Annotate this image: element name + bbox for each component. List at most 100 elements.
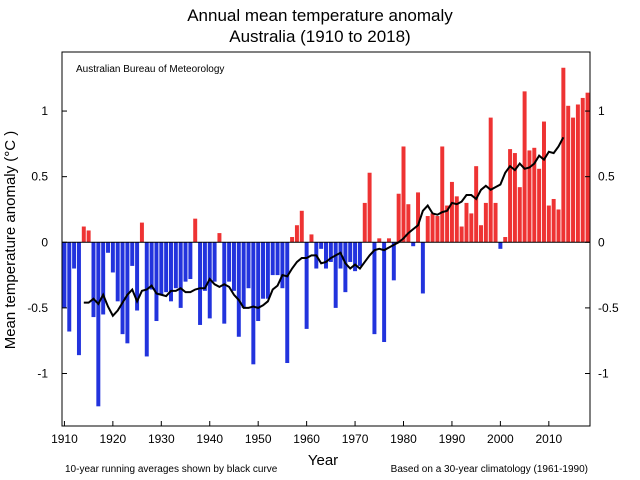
bar-1984 xyxy=(420,242,425,294)
bar-1983 xyxy=(416,192,421,243)
x-tick-label-1950: 1950 xyxy=(245,432,272,446)
bar-1960 xyxy=(304,242,309,329)
bar-2017 xyxy=(580,97,585,243)
bar-1964 xyxy=(324,242,328,269)
y-tick-label-right-1: 1 xyxy=(598,104,605,118)
bar-1969 xyxy=(348,242,353,262)
bar-2000 xyxy=(498,242,503,249)
bar-1914 xyxy=(81,226,86,243)
bar-1921 xyxy=(115,242,120,302)
bar-2002 xyxy=(508,149,513,243)
bar-1926 xyxy=(139,222,144,243)
y-tick-label-left--1: -1 xyxy=(37,367,48,381)
bar-2016 xyxy=(575,104,580,243)
bar-1937 xyxy=(193,218,198,243)
bar-1997 xyxy=(483,202,488,243)
y-tick-label-left--0.5: -0.5 xyxy=(27,301,48,315)
y-tick-label-left-0: 0 xyxy=(41,235,48,249)
y-tick-label-right--0.5: -0.5 xyxy=(598,301,619,315)
bar-1970 xyxy=(353,242,358,272)
bar-1911 xyxy=(67,242,72,332)
bar-1998 xyxy=(488,117,493,243)
bar-1965 xyxy=(328,242,333,262)
bar-1994 xyxy=(469,213,474,243)
x-tick-label-1940: 1940 xyxy=(196,432,223,446)
bar-1936 xyxy=(188,242,193,280)
bar-1980 xyxy=(401,146,406,243)
x-tick-label-1930: 1930 xyxy=(148,432,175,446)
bar-1966 xyxy=(333,242,338,308)
bar-1972 xyxy=(362,202,367,243)
bar-2013 xyxy=(561,67,566,243)
bar-1944 xyxy=(227,242,232,282)
x-tick-label-1970: 1970 xyxy=(342,432,369,446)
bar-1949 xyxy=(251,242,256,365)
bar-1947 xyxy=(241,242,246,308)
bar-1992 xyxy=(459,226,464,243)
bar-1989 xyxy=(445,205,450,243)
bar-1955 xyxy=(280,242,285,289)
bar-1946 xyxy=(236,242,241,337)
bar-1991 xyxy=(454,196,459,243)
bar-2012 xyxy=(556,209,561,243)
bar-1941 xyxy=(212,242,217,282)
bar-2003 xyxy=(512,153,517,243)
x-tick-label-1990: 1990 xyxy=(439,432,466,446)
footnote-climatology: Based on a 30-year climatology (1961-199… xyxy=(390,464,588,475)
bar-1967 xyxy=(338,242,343,269)
bar-2006 xyxy=(527,150,532,243)
bar-2004 xyxy=(517,187,522,243)
bar-1956 xyxy=(285,242,290,364)
bar-2014 xyxy=(566,105,571,243)
bar-1924 xyxy=(130,242,135,266)
bar-1928 xyxy=(149,242,154,290)
bar-1990 xyxy=(449,181,454,243)
bar-1935 xyxy=(183,242,188,282)
bar-1943 xyxy=(222,242,227,324)
bar-1971 xyxy=(357,242,362,266)
bar-1993 xyxy=(464,202,469,243)
x-ticks: 1910 1920 1930 1940 1950 1960 1970 1980 1990 2000… xyxy=(51,421,562,446)
x-tick-label-2000: 2000 xyxy=(487,432,514,446)
y-tick-label-right-0: 0 xyxy=(598,235,605,249)
bar-1929 xyxy=(154,242,159,322)
bar-1915 xyxy=(86,230,91,243)
bar-1925 xyxy=(135,242,140,311)
bar-1919 xyxy=(106,242,110,253)
bar-1913 xyxy=(76,242,81,356)
bar-1954 xyxy=(275,242,280,276)
bar-2010 xyxy=(546,205,551,243)
footnote-running-average: 10-year running averages shown by black … xyxy=(65,464,278,475)
bar-1986 xyxy=(430,213,435,243)
bar-1959 xyxy=(299,210,304,243)
x-tick-label-1920: 1920 xyxy=(100,432,127,446)
bar-1981 xyxy=(406,204,411,243)
bar-1987 xyxy=(435,216,440,243)
bar-1979 xyxy=(396,193,401,243)
source-annotation: Australian Bureau of Meteorology xyxy=(76,64,224,75)
bar-1918 xyxy=(101,242,106,315)
bar-1916 xyxy=(91,242,96,318)
bar-1910 xyxy=(62,242,67,308)
bar-1975 xyxy=(377,238,382,243)
y-tick-label-right--1: -1 xyxy=(598,367,609,381)
x-tick-label-2010: 2010 xyxy=(535,432,562,446)
bar-1945 xyxy=(231,242,236,291)
x-tick-label-1960: 1960 xyxy=(293,432,320,446)
bar-1963 xyxy=(319,242,324,249)
bar-1996 xyxy=(479,225,483,243)
chart-title-line-1: Annual mean temperature anomaly xyxy=(187,6,453,25)
bar-1948 xyxy=(246,242,251,289)
bar-1922 xyxy=(120,242,125,335)
bar-1953 xyxy=(270,242,275,276)
bar-1961 xyxy=(309,234,314,243)
y-tick-label-left-0.5: 0.5 xyxy=(31,170,48,184)
x-tick-label-1980: 1980 xyxy=(390,432,417,446)
bar-2001 xyxy=(503,237,508,243)
bar-1932 xyxy=(169,242,173,302)
bar-1995 xyxy=(474,166,479,243)
bar-1982 xyxy=(411,242,416,247)
bar-1957 xyxy=(290,237,295,243)
x-axis-label: Year xyxy=(308,452,338,469)
x-tick-label-1910: 1910 xyxy=(51,432,78,446)
